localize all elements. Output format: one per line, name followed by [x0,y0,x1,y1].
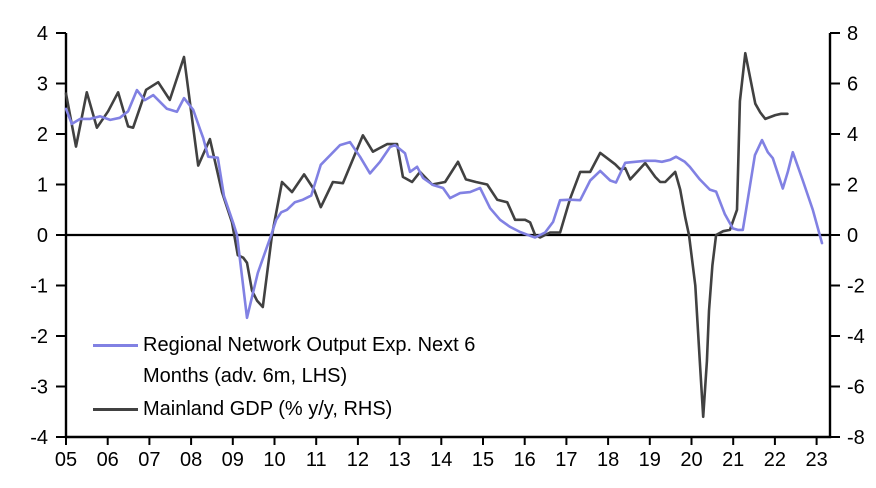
rhs-tick-label: 4 [847,124,858,146]
legend-label-line-2: Months (adv. 6m, LHS) [143,365,348,387]
rhs-tick-label: -2 [847,276,865,298]
x-tick-label: 19 [639,449,661,471]
regional-network-series-line [64,88,824,320]
x-tick-label: 06 [97,449,119,471]
x-tick-label: 18 [597,449,619,471]
x-tick-label: 22 [764,449,786,471]
x-tick-label: 11 [306,449,327,471]
lhs-tick-label: 4 [37,23,48,45]
rhs-tick-label: -6 [847,377,865,399]
lhs-tick-label: -4 [30,427,48,449]
x-tick-label: 17 [555,449,577,471]
lhs-tick-label: -3 [30,377,48,399]
lhs-tick-label: 1 [37,175,48,197]
legend-label-regional-network: Regional Network Output Exp. Next 6 Mont… [143,330,475,392]
rhs-tick-label: 6 [847,74,858,96]
regional-network-line-swatch [93,344,138,347]
legend-entry-regional-network: Regional Network Output Exp. Next 6 Mont… [93,330,475,392]
lhs-tick-label: 0 [37,225,48,247]
legend: Regional Network Output Exp. Next 6 Mont… [93,330,475,425]
legend-label-line-1: Regional Network Output Exp. Next 6 [143,334,476,356]
rhs-tick-label: 8 [847,23,858,45]
x-tick-label: 08 [180,449,202,471]
x-tick-label: 12 [347,449,369,471]
rhs-tick-label: 2 [847,175,858,197]
rhs-tick-label: -4 [847,326,865,348]
lhs-tick-label: 3 [37,74,48,96]
mainland-gdp-line-swatch [93,408,138,411]
legend-label-mainland-gdp: Mainland GDP (% y/y, RHS) [143,394,392,425]
x-tick-label: 16 [514,449,536,471]
x-tick-label: 09 [222,449,244,471]
x-tick-label: 10 [263,449,285,471]
x-tick-label: 13 [388,449,410,471]
x-tick-label: 07 [138,449,160,471]
x-tick-label: 05 [55,449,77,471]
lhs-tick-label: 2 [37,124,48,146]
legend-label-line-1: Mainland GDP (% y/y, RHS) [143,398,393,420]
x-tick-label: 14 [430,449,452,471]
x-tick-label: 20 [680,449,702,471]
rhs-tick-label: 0 [847,225,858,247]
lhs-tick-label: -1 [30,276,48,298]
x-tick-label: 23 [805,449,827,471]
lhs-tick-label: -2 [30,326,48,348]
legend-entry-mainland-gdp: Mainland GDP (% y/y, RHS) [93,394,475,425]
x-tick-label: 15 [472,449,494,471]
x-tick-label: 21 [722,449,744,471]
rhs-tick-label: -8 [847,427,865,449]
